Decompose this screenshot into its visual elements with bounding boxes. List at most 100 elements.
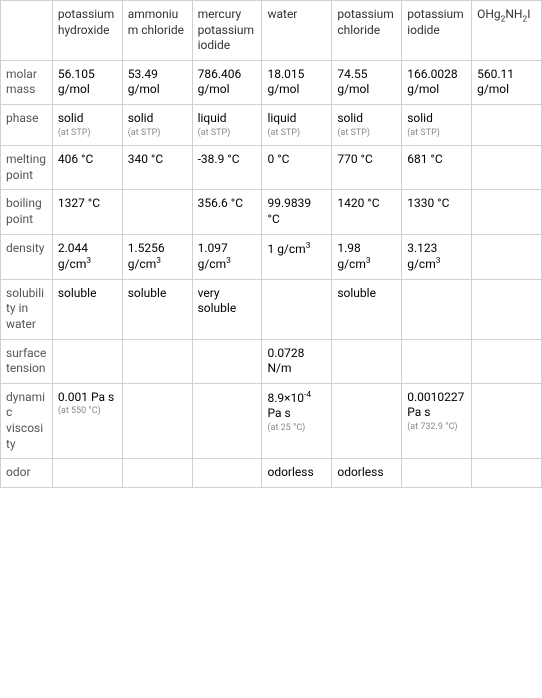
- cell-value: 0 °C: [267, 152, 289, 166]
- column-header: ammonium chloride: [122, 1, 192, 61]
- cell-value: 0.0728 N/m: [267, 346, 304, 376]
- data-cell: [472, 104, 542, 145]
- column-header: potassium iodide: [402, 1, 472, 61]
- data-cell: 1 g/cm3: [262, 234, 332, 279]
- table-row: dynamic viscosity0.001 Pa s(at 550 °C)8.…: [1, 383, 542, 458]
- data-cell: 560.11 g/mol: [472, 60, 542, 104]
- cell-sub: (at STP): [198, 128, 257, 140]
- cell-value: 770 °C: [337, 152, 373, 166]
- data-cell: [472, 146, 542, 190]
- table-row: boiling point1327 °C356.6 °C99.9839 °C14…: [1, 190, 542, 234]
- data-cell: [122, 459, 192, 488]
- cell-value: 681 °C: [407, 152, 443, 166]
- cell-value: soluble: [58, 286, 97, 300]
- column-header: potassium chloride: [332, 1, 402, 61]
- row-label: melting point: [1, 146, 53, 190]
- table-row: odor odorless odorless: [1, 459, 542, 488]
- column-header: water: [262, 1, 332, 61]
- row-label: solubility in water: [1, 279, 53, 339]
- data-cell: [332, 383, 402, 458]
- data-cell: [402, 459, 472, 488]
- data-cell: [192, 339, 262, 383]
- cell-value: -38.9 °C: [198, 152, 240, 166]
- cell-value: 560.11 g/mol: [477, 67, 514, 97]
- cell-value: 99.9839 °C: [267, 196, 311, 226]
- data-cell: soluble: [332, 279, 402, 339]
- column-header: mercury potassium iodide: [192, 1, 262, 61]
- row-label: phase: [1, 104, 53, 145]
- cell-sub: (at 732.9 °C): [407, 422, 466, 434]
- data-cell: very soluble: [192, 279, 262, 339]
- data-cell: 99.9839 °C: [262, 190, 332, 234]
- data-cell: 166.0028 g/mol: [402, 60, 472, 104]
- data-cell: 681 °C: [402, 146, 472, 190]
- data-cell: 1.097 g/cm3: [192, 234, 262, 279]
- table-row: solubility in water soluble soluble very so…: [1, 279, 542, 339]
- data-cell: 18.015 g/mol: [262, 60, 332, 104]
- cell-sub: (at 550 °C): [58, 406, 117, 418]
- cell-value: 166.0028 g/mol: [407, 67, 457, 97]
- cell-sub: (at 25 °C): [267, 423, 326, 435]
- cell-value: 406 °C: [58, 152, 94, 166]
- cell-value: 340 °C: [128, 152, 164, 166]
- cell-sub: (at STP): [267, 128, 326, 140]
- cell-value: very soluble: [198, 286, 237, 316]
- data-cell: [52, 339, 122, 383]
- data-cell: [52, 459, 122, 488]
- data-cell: 0.0010227 Pa s(at 732.9 °C): [402, 383, 472, 458]
- properties-table: potassium hydroxideammonium chloridemerc…: [0, 0, 542, 488]
- data-cell: 2.044 g/cm3: [52, 234, 122, 279]
- data-cell: 8.9×10-4 Pa s(at 25 °C): [262, 383, 332, 458]
- row-label: odor: [1, 459, 53, 488]
- cell-value: solid: [407, 111, 433, 125]
- row-label: density: [1, 234, 53, 279]
- cell-value: 0.001 Pa s: [58, 390, 114, 404]
- table-row: density2.044 g/cm3 1.5256 g/cm3 1.097 g/cm…: [1, 234, 542, 279]
- data-cell: 1330 °C: [402, 190, 472, 234]
- data-cell: [472, 459, 542, 488]
- cell-value: odorless: [337, 465, 383, 479]
- data-cell: [472, 383, 542, 458]
- data-cell: 53.49 g/mol: [122, 60, 192, 104]
- cell-value: liquid: [198, 111, 227, 125]
- cell-value: 3.123 g/cm3: [407, 241, 440, 272]
- data-cell: [402, 339, 472, 383]
- data-cell: 770 °C: [332, 146, 402, 190]
- data-cell: 1420 °C: [332, 190, 402, 234]
- cell-sub: (at STP): [128, 128, 187, 140]
- cell-value: 1.98 g/cm3: [337, 241, 370, 272]
- row-label: molar mass: [1, 60, 53, 104]
- cell-value: 1.5256 g/cm3: [128, 241, 165, 272]
- cell-value: 18.015 g/mol: [267, 67, 304, 97]
- data-cell: [192, 459, 262, 488]
- table-body: molar mass56.105 g/mol 53.49 g/mol786.406…: [1, 60, 542, 487]
- cell-value: liquid: [267, 111, 296, 125]
- data-cell: 1.5256 g/cm3: [122, 234, 192, 279]
- corner-cell: [1, 1, 53, 61]
- data-cell: solid(at STP): [332, 104, 402, 145]
- data-cell: odorless: [262, 459, 332, 488]
- cell-value: soluble: [128, 286, 167, 300]
- data-cell: 3.123 g/cm3: [402, 234, 472, 279]
- table-header: potassium hydroxideammonium chloridemerc…: [1, 1, 542, 61]
- data-cell: 0.0728 N/m: [262, 339, 332, 383]
- data-cell: 786.406 g/mol: [192, 60, 262, 104]
- data-cell: [472, 234, 542, 279]
- data-cell: [472, 339, 542, 383]
- cell-value: 786.406 g/mol: [198, 67, 242, 97]
- data-cell: 56.105 g/mol: [52, 60, 122, 104]
- data-cell: 0 °C: [262, 146, 332, 190]
- data-cell: soluble: [52, 279, 122, 339]
- cell-value: 1327 °C: [58, 196, 100, 210]
- data-cell: 1327 °C: [52, 190, 122, 234]
- table-row: surface tension0.0728 N/m: [1, 339, 542, 383]
- data-cell: -38.9 °C: [192, 146, 262, 190]
- data-cell: 1.98 g/cm3: [332, 234, 402, 279]
- cell-value: 2.044 g/cm3: [58, 241, 91, 272]
- cell-value: solid: [337, 111, 363, 125]
- table-row: molar mass56.105 g/mol 53.49 g/mol786.406…: [1, 60, 542, 104]
- cell-value: 56.105 g/mol: [58, 67, 95, 97]
- data-cell: [402, 279, 472, 339]
- data-cell: [472, 190, 542, 234]
- cell-sub: (at STP): [58, 128, 117, 140]
